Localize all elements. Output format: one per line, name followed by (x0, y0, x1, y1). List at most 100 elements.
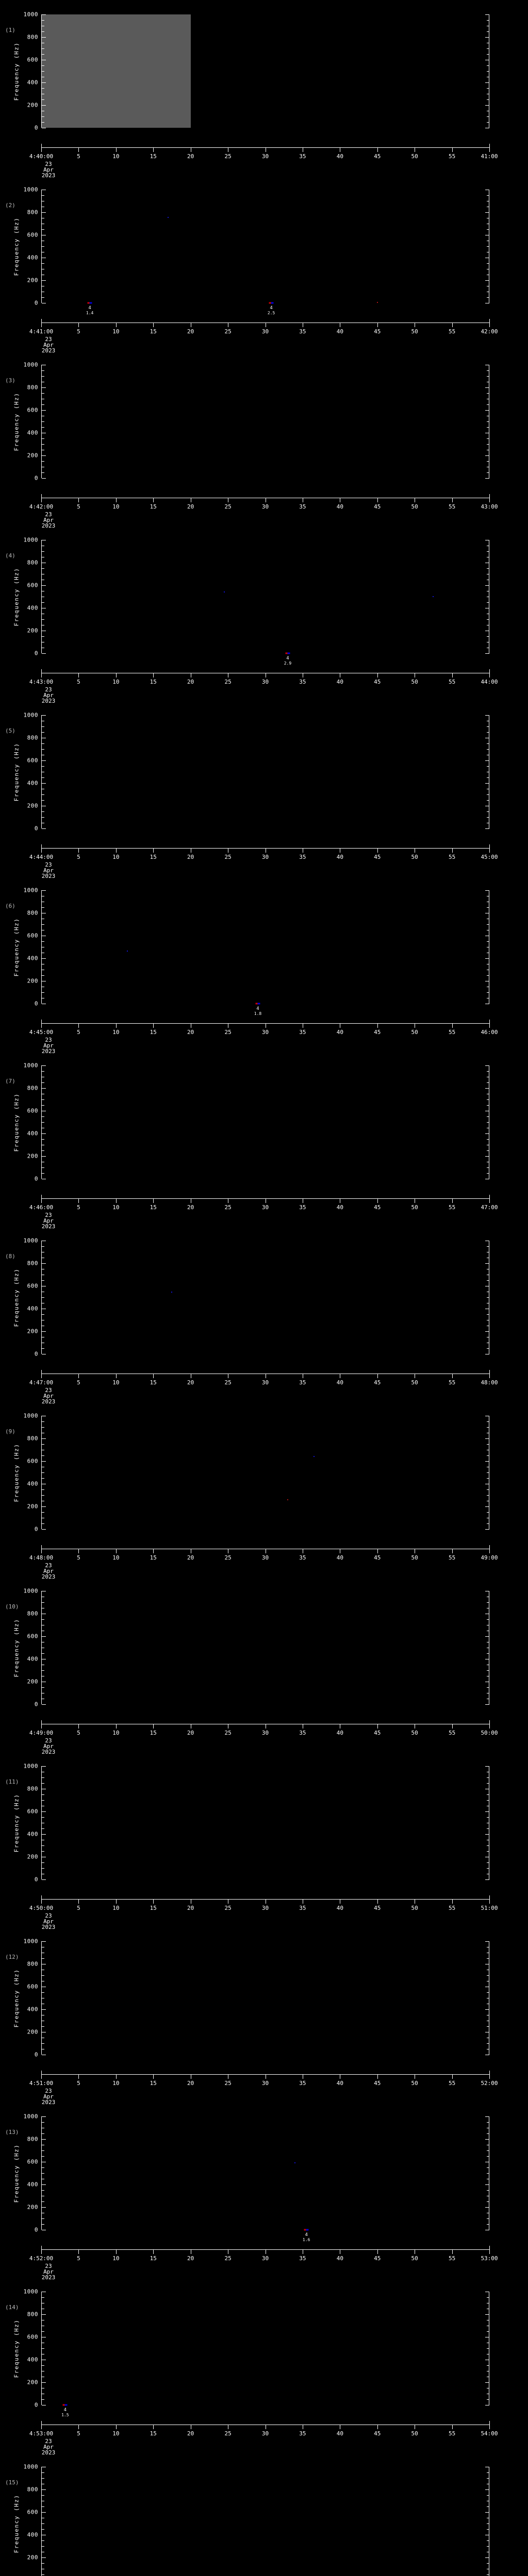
panel-number: (6) (5, 903, 15, 909)
spectrogram-panel: (3) Frequency (Hz) 0 200 400 600 800 1000 4:42:0… (0, 358, 528, 533)
y-axis-tick (42, 2139, 46, 2140)
y-tick-label: 400 (27, 1305, 38, 1312)
y-tick-label: 600 (27, 56, 38, 63)
y-axis-tick (42, 1167, 44, 1168)
time-axis-tick (41, 148, 42, 152)
time-axis-label: 50 (411, 1379, 418, 1386)
y-tick-label: 1000 (23, 1237, 38, 1244)
y-tick-label: 0 (34, 2051, 38, 2058)
y-axis-tick (487, 2540, 489, 2541)
time-axis-tick (377, 1549, 378, 1553)
y-axis-tick (42, 1139, 44, 1140)
spectrogram-panel: (10) Frequency (Hz) 0 200 400 600 800 1000 4:49:… (0, 1584, 528, 1759)
y-axis-cap (485, 715, 489, 716)
detection-marker[interactable] (285, 652, 290, 654)
y-axis-cap (485, 890, 489, 891)
y-axis-tick (487, 2331, 489, 2332)
y-axis-tick (487, 1314, 489, 1315)
time-axis-label: 10 (112, 1554, 120, 1561)
y-axis-tick (42, 619, 44, 620)
y-axis-tick (42, 1263, 46, 1264)
y-axis-tick (487, 1099, 489, 1100)
time-axis-label: 5 (77, 1554, 80, 1561)
y-axis-tick (485, 2139, 489, 2140)
date-label-line: 23 (45, 2263, 52, 2269)
y-axis-tick (485, 2512, 489, 2513)
plot-area (41, 2467, 489, 2576)
y-axis-tick (487, 766, 489, 767)
y-axis-tick (42, 71, 44, 72)
y-axis-tick (42, 1817, 44, 1818)
y-axis-tick (42, 387, 46, 388)
y-axis-tick (42, 2506, 44, 2507)
time-axis-label: 40 (336, 1204, 343, 1211)
y-axis-tick (42, 37, 46, 38)
date-label-line: Apr (43, 1568, 54, 1574)
y-axis-tick (42, 88, 44, 89)
y-axis-tick (487, 99, 489, 100)
time-axis-start-label: 4:42:00 (29, 503, 54, 510)
detection-marker[interactable] (87, 302, 92, 304)
time-axis: 4:40:00 5 10 15 20 25 30 35 40 45 50 55 41:00 23 Apr 20… (29, 144, 498, 178)
time-axis-label: 40 (336, 1029, 343, 1036)
y-tick-label: 0 (34, 124, 38, 131)
date-label-line: 23 (45, 1912, 52, 1919)
y-axis-cap (485, 1704, 489, 1705)
date-label-line: 2023 (41, 1573, 56, 1580)
y-tick-label: 0 (34, 825, 38, 832)
y-axis-tick (42, 263, 44, 264)
y-tick-label: 400 (27, 1480, 38, 1487)
time-axis-end-label: 49:00 (481, 1554, 498, 1561)
y-axis-tick (42, 472, 44, 473)
spectrogram-canvas (41, 715, 489, 828)
y-axis-tick (487, 65, 489, 66)
y-axis-tick (487, 636, 489, 637)
y-axis-tick (42, 958, 46, 959)
detection-marker[interactable] (255, 1003, 260, 1005)
y-axis-tick (487, 602, 489, 603)
y-tick-label: 800 (27, 559, 38, 566)
detection-marker[interactable] (269, 302, 274, 304)
time-axis-tick (153, 2075, 154, 2079)
time-axis-label: 40 (336, 2255, 343, 2262)
y-tick-label: 400 (27, 429, 38, 436)
time-axis-tick (452, 2075, 453, 2079)
panel-number: (12) (5, 1954, 19, 1960)
time-axis-end-label: 51:00 (481, 1905, 498, 1911)
y-axis-cap (42, 715, 46, 716)
date-label: 23 Apr 2023 (42, 1738, 56, 1755)
time-axis-tick (377, 1024, 378, 1028)
time-axis-tick (78, 2250, 79, 2254)
date-label-line: 2023 (41, 1398, 56, 1405)
time-axis-label: 55 (448, 854, 456, 860)
time-axis-cap (41, 319, 42, 323)
time-axis-tick (489, 1024, 490, 1028)
y-axis-tick (487, 1653, 489, 1654)
time-axis-tick (153, 498, 154, 502)
time-axis-label: 15 (150, 854, 157, 860)
y-axis-tick (42, 1975, 44, 1976)
y-tick-label: 800 (27, 734, 38, 741)
time-axis-cap (41, 1545, 42, 1549)
y-axis-tick (487, 1619, 489, 1620)
detection-marker-label: 4 1.4 (86, 306, 93, 316)
detection-marker[interactable] (304, 2229, 309, 2231)
y-tick-label: 400 (27, 2356, 38, 2363)
y-axis-left (41, 1766, 46, 1880)
y-axis-tick (487, 1783, 489, 1784)
date-label-line: 23 (45, 1562, 52, 1569)
y-tick-label: 600 (27, 1107, 38, 1114)
panel-number: (4) (5, 552, 15, 559)
time-axis-label: 55 (448, 328, 456, 335)
y-axis-cap (485, 2116, 489, 2117)
time-axis-label: 25 (224, 2430, 232, 2437)
y-axis-tick (42, 116, 44, 117)
time-axis-cap (41, 844, 42, 849)
detection-marker[interactable] (62, 2404, 68, 2406)
time-axis-tick (377, 849, 378, 853)
y-tick-label: 600 (27, 1808, 38, 1815)
spectrogram-canvas (41, 1591, 489, 1704)
y-axis-tick (487, 975, 489, 976)
time-axis-label: 20 (187, 1554, 194, 1561)
date-label-line: 2023 (41, 2099, 56, 2106)
